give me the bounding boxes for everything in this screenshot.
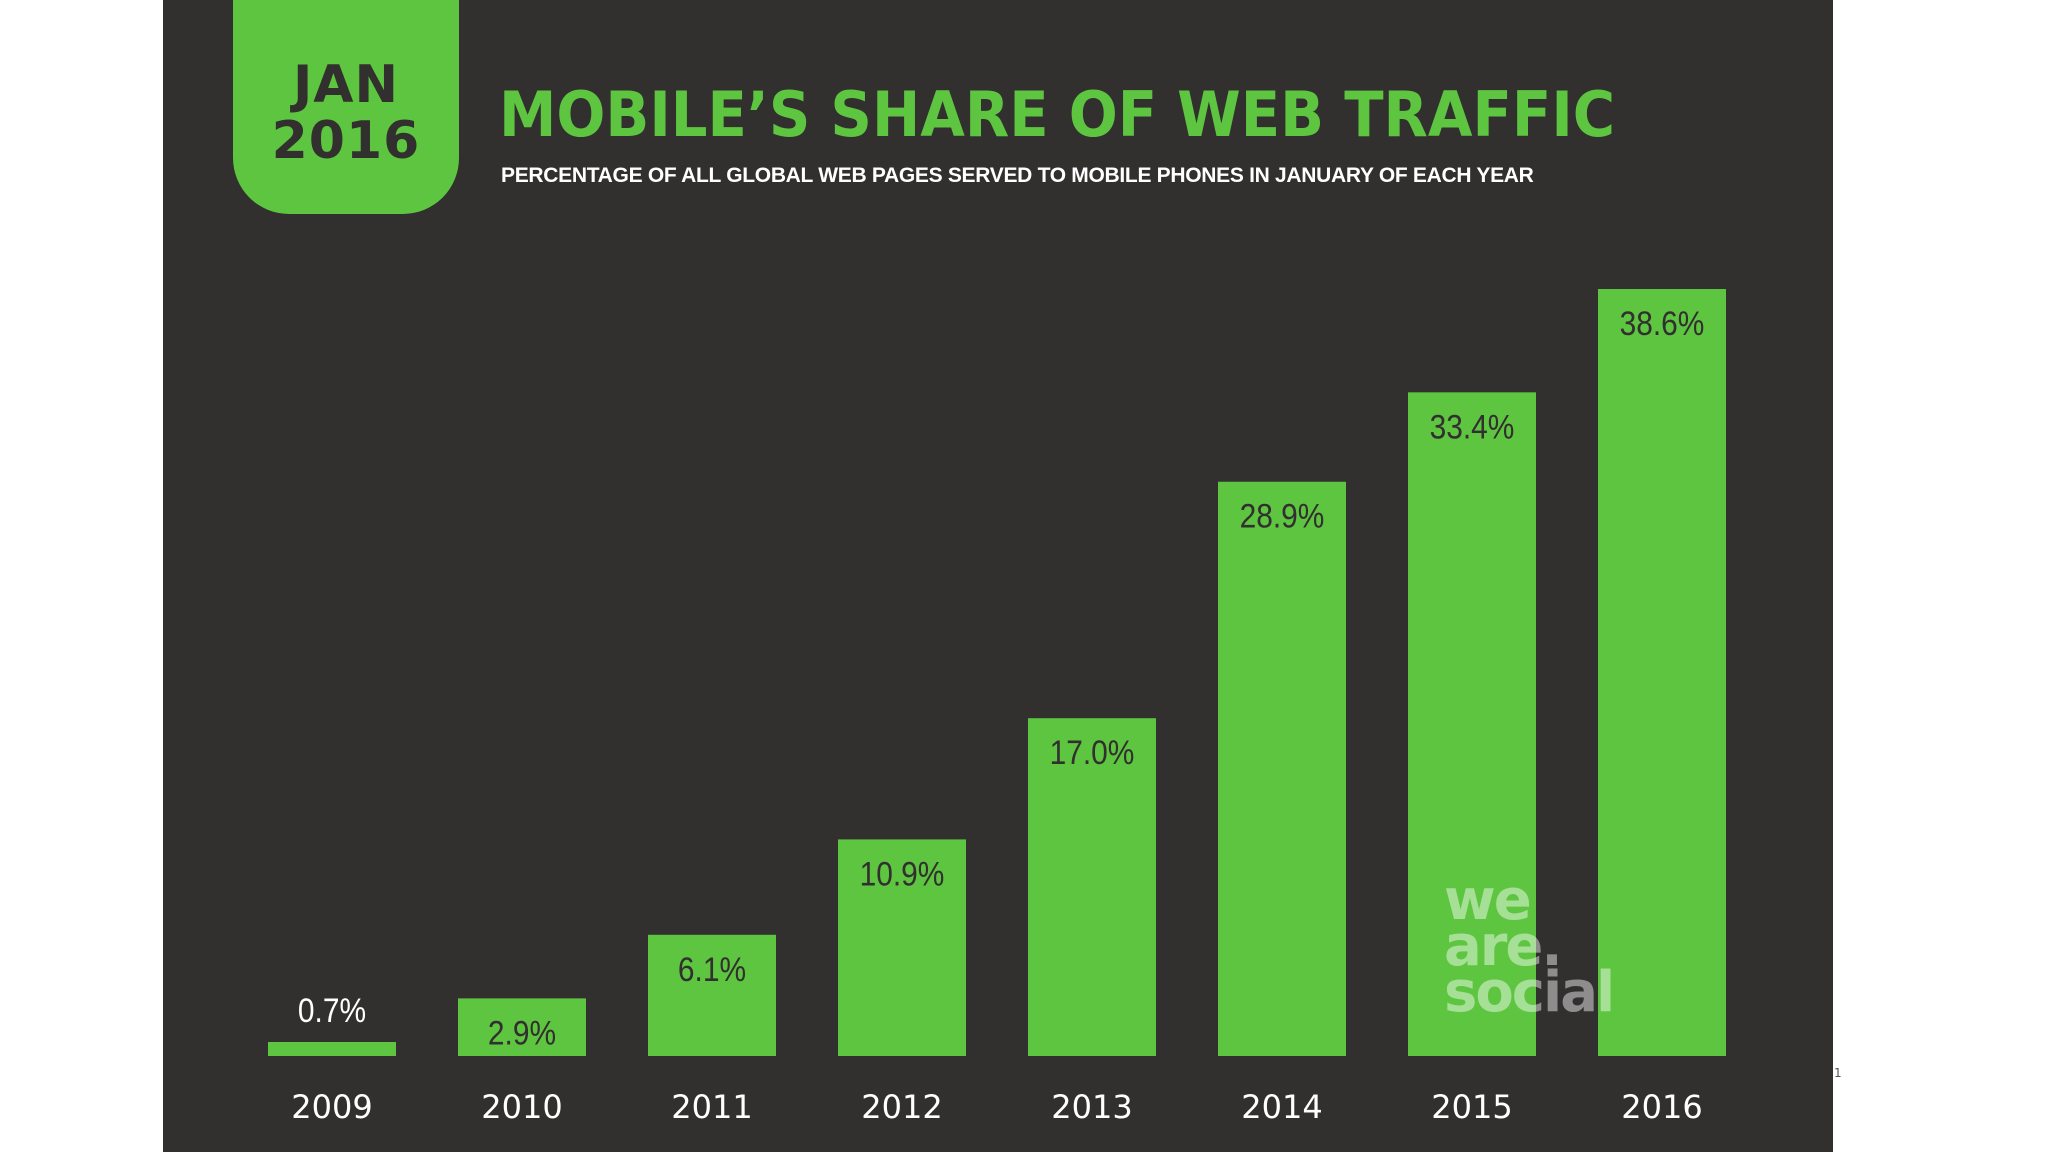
watermark-line-2: are.	[1444, 914, 1563, 979]
bar-2010	[458, 998, 586, 1056]
watermark-line-3: social	[1444, 960, 1615, 1025]
badge-month: JAN	[292, 55, 400, 115]
x-tick-2014: 2014	[1241, 1088, 1322, 1126]
data-label-2016: 38.6%	[1620, 304, 1705, 342]
bar-2016	[1598, 289, 1726, 1056]
chart-title: MOBILE’S SHARE OF WEB TRAFFIC	[499, 78, 1616, 151]
bar-2012	[838, 839, 966, 1056]
x-tick-2016: 2016	[1621, 1088, 1702, 1126]
x-tick-2012: 2012	[861, 1088, 942, 1126]
brand-watermark: we are. social	[1444, 868, 1615, 1025]
date-badge: JAN 2016	[233, 0, 459, 214]
chart-panel: JAN 2016 MOBILE’S SHARE OF WEB TRAFFIC P…	[163, 0, 1833, 1152]
chart-subtitle: PERCENTAGE OF ALL GLOBAL WEB PAGES SERVE…	[501, 164, 1534, 187]
x-tick-2015: 2015	[1431, 1088, 1512, 1126]
bar-2015	[1408, 392, 1536, 1056]
x-tick-2010: 2010	[481, 1088, 562, 1126]
data-label-2012: 10.9%	[860, 855, 945, 893]
bar-2013	[1028, 718, 1156, 1056]
data-label-2009: 0.7%	[298, 991, 366, 1029]
x-tick-2013: 2013	[1051, 1088, 1132, 1126]
page-marker: 1	[1834, 1066, 1842, 1080]
x-tick-2011: 2011	[671, 1088, 752, 1126]
badge-year: 2016	[271, 111, 421, 171]
data-label-2011: 6.1%	[678, 950, 746, 988]
data-label-2013: 17.0%	[1050, 733, 1135, 771]
bar-2009	[268, 1042, 396, 1056]
bar-chart: 0.7% 2009 2.9% 2010 6.1% 2011 10.9% 2012 17.0% 20…	[268, 289, 1726, 1126]
bar-2011	[648, 934, 776, 1056]
data-label-2010: 2.9%	[488, 1014, 556, 1052]
watermark-line-1: we	[1444, 868, 1532, 933]
data-label-2014: 28.9%	[1240, 497, 1325, 535]
bar-2014	[1218, 481, 1346, 1056]
x-tick-2009: 2009	[291, 1088, 372, 1126]
data-label-2015: 33.4%	[1430, 408, 1515, 446]
